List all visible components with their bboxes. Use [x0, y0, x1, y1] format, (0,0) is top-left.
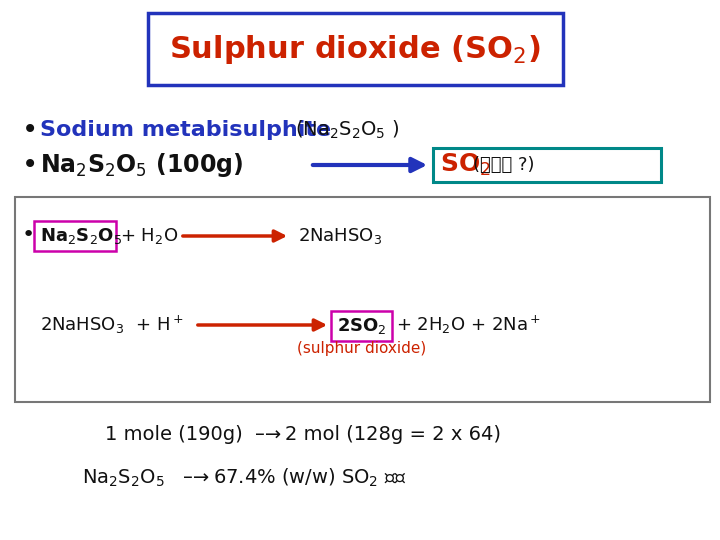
- Text: 2 mol (128g = 2 x 64): 2 mol (128g = 2 x 64): [285, 426, 501, 444]
- Text: (Na$_2$S$_2$O$_5$ ): (Na$_2$S$_2$O$_5$ ): [295, 119, 400, 141]
- Text: Sodium metabisulphite: Sodium metabisulphite: [40, 120, 331, 140]
- FancyBboxPatch shape: [15, 197, 710, 402]
- Text: 2NaHSO$_3$  + H$^+$: 2NaHSO$_3$ + H$^+$: [40, 314, 184, 336]
- Text: Na$_2$S$_2$O$_5$: Na$_2$S$_2$O$_5$: [40, 226, 122, 246]
- Text: •: •: [22, 116, 38, 144]
- Text: SO$_2$: SO$_2$: [440, 152, 491, 178]
- Text: Na$_2$S$_2$O$_5$ (100g): Na$_2$S$_2$O$_5$ (100g): [40, 151, 243, 179]
- Text: + H$_2$O: + H$_2$O: [120, 226, 178, 246]
- Text: 2SO$_2$: 2SO$_2$: [337, 316, 387, 336]
- Text: 1 mole (190g): 1 mole (190g): [105, 426, 243, 444]
- Text: Na$_2$S$_2$O$_5$: Na$_2$S$_2$O$_5$: [82, 467, 165, 489]
- Text: •: •: [22, 151, 38, 179]
- Text: (생성량 ?): (생성량 ?): [473, 156, 534, 174]
- Text: –→: –→: [183, 469, 210, 488]
- FancyBboxPatch shape: [331, 311, 392, 341]
- Text: 67.4% (w/w) SO$_2$ 생성: 67.4% (w/w) SO$_2$ 생성: [213, 467, 406, 489]
- Text: –→: –→: [255, 426, 282, 444]
- FancyBboxPatch shape: [433, 148, 661, 182]
- Text: 2NaHSO$_3$: 2NaHSO$_3$: [298, 226, 382, 246]
- Text: + 2H$_2$O + 2Na$^+$: + 2H$_2$O + 2Na$^+$: [396, 314, 541, 336]
- Text: •: •: [22, 225, 35, 245]
- Text: (sulphur dioxide): (sulphur dioxide): [297, 341, 427, 355]
- FancyBboxPatch shape: [34, 221, 116, 251]
- FancyBboxPatch shape: [148, 13, 563, 85]
- Text: Sulphur dioxide (SO$_2$): Sulphur dioxide (SO$_2$): [169, 32, 541, 65]
